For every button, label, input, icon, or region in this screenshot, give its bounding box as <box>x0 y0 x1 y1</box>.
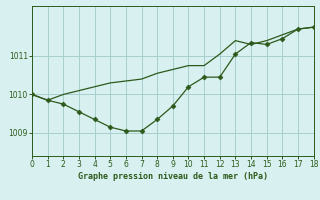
X-axis label: Graphe pression niveau de la mer (hPa): Graphe pression niveau de la mer (hPa) <box>78 172 268 181</box>
